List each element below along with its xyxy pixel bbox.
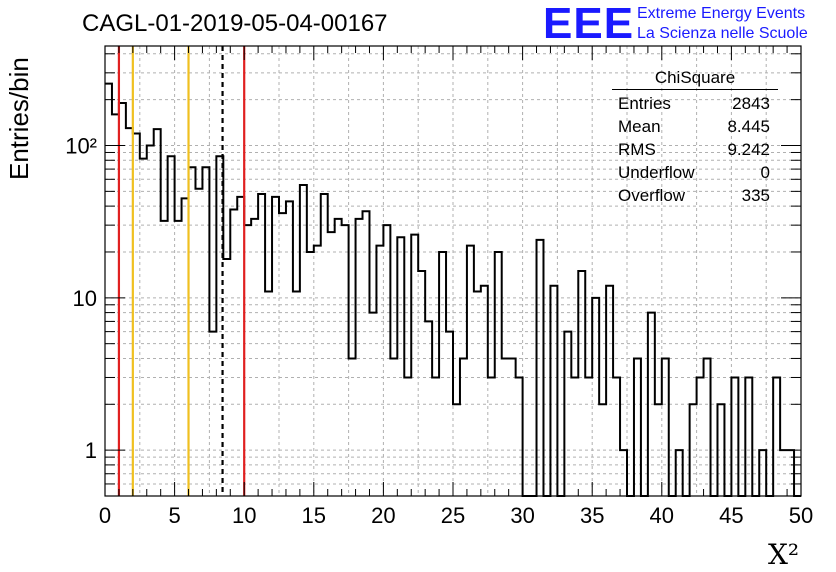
- stats-value: 335: [741, 186, 770, 205]
- x-tick-label: 40: [650, 503, 674, 528]
- stats-label: Mean: [618, 117, 661, 136]
- x-tick-label: 35: [580, 503, 604, 528]
- stats-value: 8.445: [727, 117, 770, 136]
- x-tick-label: 25: [441, 503, 465, 528]
- x-tick-label: 10: [232, 503, 256, 528]
- x-tick-label: 30: [510, 503, 534, 528]
- x-tick-label: 50: [789, 503, 813, 528]
- histogram-series: [105, 82, 801, 497]
- stats-box: ChiSquare Entries 2843 Mean 8.445 RMS 9.242…: [612, 68, 778, 207]
- logo-caption: Extreme Energy Events La Scienza nelle S…: [637, 4, 808, 44]
- stats-label: RMS: [618, 140, 656, 159]
- stats-value: 9.242: [727, 140, 770, 159]
- stats-label: Entries: [618, 94, 671, 113]
- y-tick-label: 10: [73, 286, 97, 311]
- stats-title: ChiSquare: [612, 68, 778, 90]
- stats-row-overflow: Overflow 335: [612, 184, 778, 207]
- x-tick-label: 15: [302, 503, 326, 528]
- y-axis-label: Entries/bin: [4, 57, 34, 180]
- x-tick-label: 20: [371, 503, 395, 528]
- eee-logo: EEE: [543, 0, 635, 48]
- y-tick-label: 10²: [65, 133, 97, 158]
- stats-label: Overflow: [618, 186, 686, 205]
- x-tick-label: 0: [99, 503, 111, 528]
- stats-label: Underflow: [618, 163, 695, 182]
- x-tick-label: 45: [719, 503, 743, 528]
- stats-row-mean: Mean 8.445: [612, 115, 778, 138]
- stats-row-entries: Entries 2843: [612, 92, 778, 115]
- logo-caption-line1: Extreme Energy Events: [637, 5, 806, 22]
- chart-title: CAGL-01-2019-05-04-00167: [82, 10, 388, 37]
- x-axis-label: X²: [768, 538, 800, 571]
- logo-caption-line2: La Scienza nelle Scuole: [637, 25, 808, 42]
- y-tick-label: 1: [85, 438, 97, 463]
- stats-row-underflow: Underflow 0: [612, 161, 778, 184]
- stats-value: 2843: [732, 94, 770, 113]
- stats-row-rms: RMS 9.242: [612, 138, 778, 161]
- x-tick-label: 5: [168, 503, 180, 528]
- stats-value: 0: [760, 163, 770, 182]
